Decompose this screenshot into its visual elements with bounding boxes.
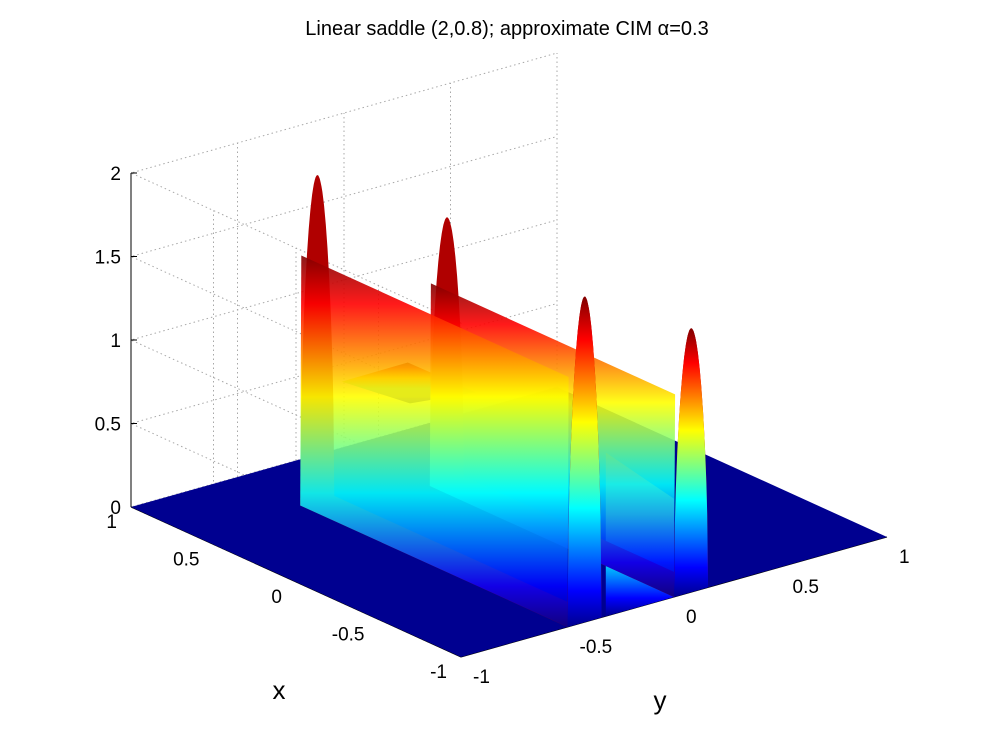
x-tick-label: 0.5 [173,550,199,571]
z-tick-label: 0.5 [95,415,121,436]
z-tick-label: 1 [110,331,121,352]
gridline-z [129,52,558,324]
chart-title: Linear saddle (2,0.8); approximate CIM α… [305,18,708,40]
z-tick-label: 0 [110,498,121,519]
gridline-z [129,219,558,491]
y-tick-label: 1 [899,547,910,568]
y-tick-label: 0.5 [793,577,819,598]
x-tick-label: -0.5 [332,625,365,646]
x-tick-label: -1 [430,662,447,683]
gridline-z [129,136,558,407]
y-tick-label: 0 [686,607,697,628]
y-tick-label: -1 [473,667,490,688]
z-tick-label: 2 [110,164,121,185]
ridge-front-1 [567,296,602,627]
surface-layer [131,175,887,657]
x-tick-label: 0 [271,587,282,608]
ridge-side-1 [300,255,569,627]
tick-labels-layer: 0 0.5 1 1.5 2 -1 -0.5 0 0.5 1 -1 -0.5 0 0.5 1 [95,164,910,688]
ridge-front-2 [674,328,709,597]
x-tick-label: 1 [106,512,117,533]
y-tick-label: -0.5 [580,637,613,658]
y-axis-label: y [654,685,667,715]
z-tick-label: 1.5 [95,248,121,269]
x-axis-label: x [273,675,286,705]
